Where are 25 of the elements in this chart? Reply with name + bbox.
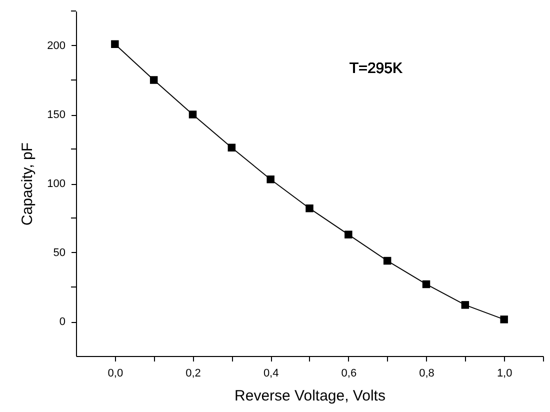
point	[150, 76, 158, 84]
y-tick-label: 0	[59, 316, 66, 328]
y-tick-label: 200	[47, 40, 66, 52]
x-tick-label: 0,2	[186, 368, 201, 380]
point	[111, 40, 119, 48]
point	[383, 256, 392, 265]
x-tick-label: 0,4	[263, 368, 279, 380]
y-axis-title: Capacity, pF	[19, 142, 36, 226]
point	[266, 175, 274, 184]
point	[188, 110, 197, 118]
point	[500, 316, 508, 324]
y-tick-label: 50	[53, 247, 66, 259]
point	[422, 280, 430, 288]
point	[461, 301, 470, 309]
point	[306, 204, 314, 212]
x-tick-label: 0,6	[341, 368, 357, 380]
point	[228, 144, 236, 152]
x-tick-label: 0,0	[108, 368, 124, 380]
x-tick-label: 1,0	[496, 368, 512, 380]
annotation: T=295K	[350, 60, 402, 77]
point	[344, 230, 352, 238]
y-tick-label: 150	[47, 109, 66, 121]
y-tick-label: 100	[47, 178, 66, 190]
x-tick-label: 0,8	[419, 368, 434, 380]
x-axis-title: Reverse Voltage, Volts	[234, 388, 386, 404]
